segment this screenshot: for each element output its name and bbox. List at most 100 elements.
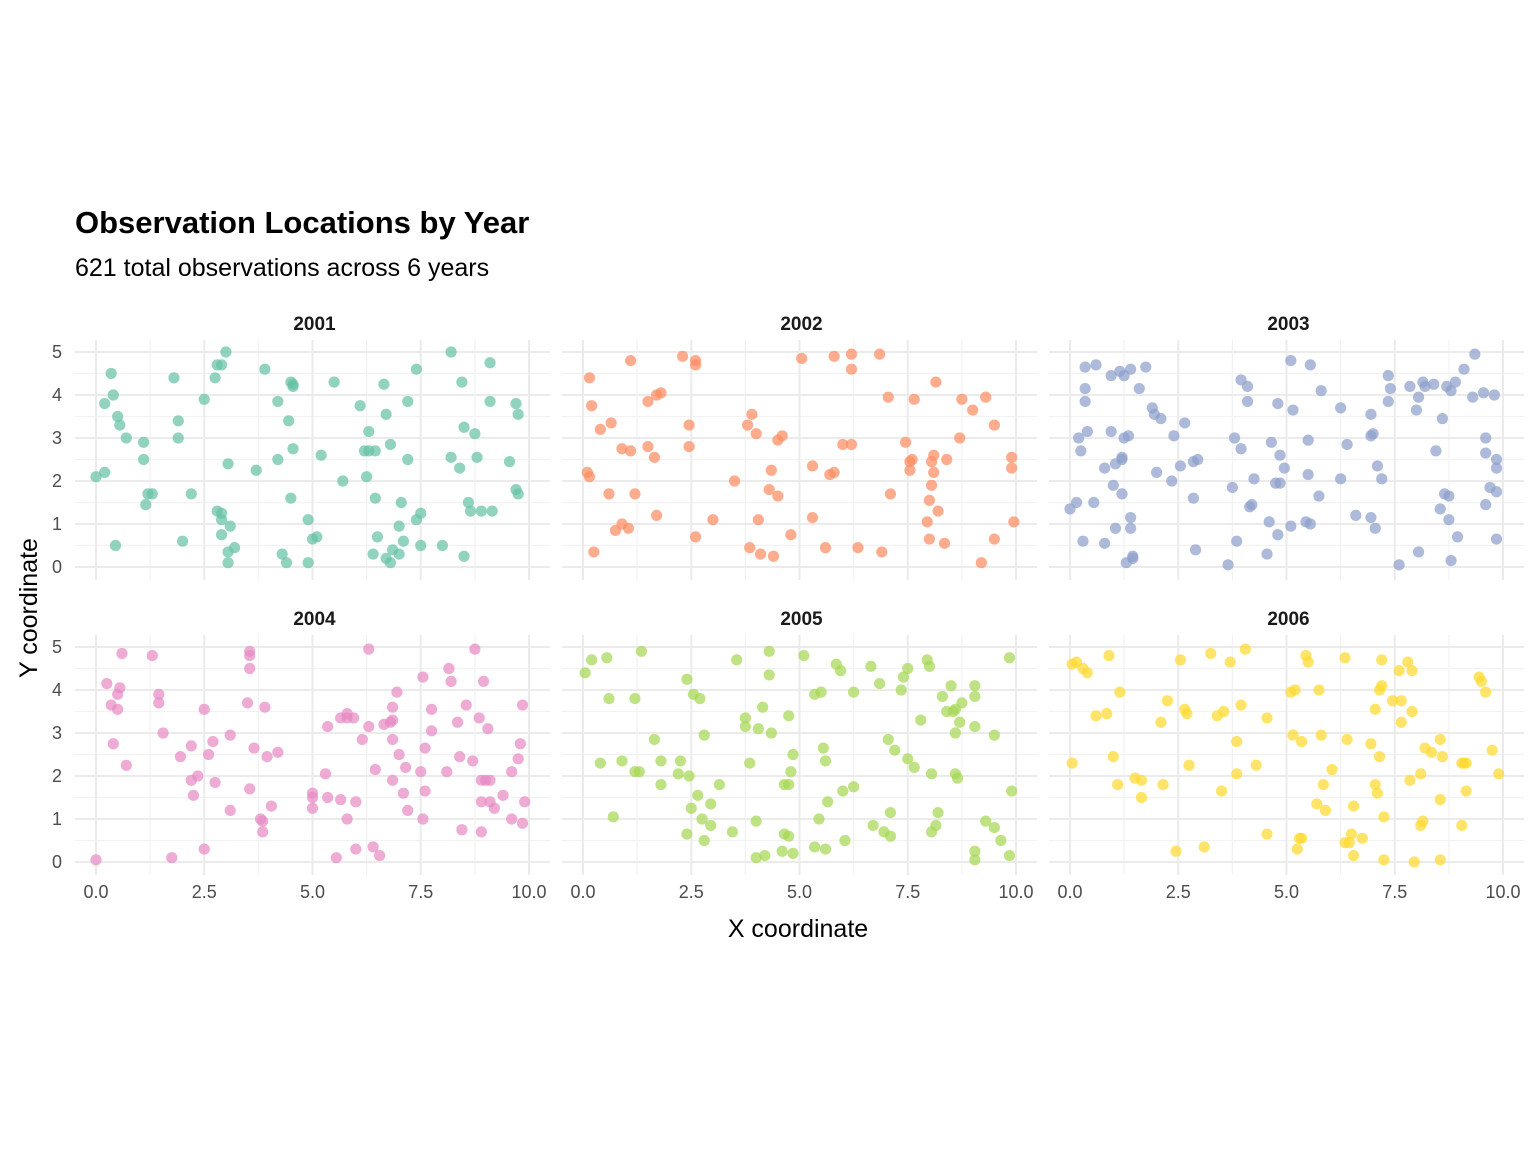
data-point (1376, 680, 1388, 692)
data-point (837, 785, 849, 797)
data-point (341, 813, 353, 825)
data-point (222, 458, 234, 470)
data-point (902, 753, 914, 765)
data-point (397, 535, 410, 547)
data-point (1222, 559, 1234, 571)
x-tick-label: 7.5 (1382, 882, 1407, 902)
data-point (936, 690, 948, 703)
data-point (1434, 854, 1446, 866)
data-point (185, 740, 197, 752)
data-point (1480, 686, 1492, 698)
data-point (839, 834, 851, 847)
data-point (925, 479, 938, 491)
data-point (415, 507, 427, 519)
data-point (785, 766, 797, 778)
data-point (1460, 785, 1472, 797)
data-point (1402, 656, 1414, 668)
x-tick-label: 10.0 (1485, 882, 1520, 902)
data-point (114, 682, 126, 694)
data-point (1166, 475, 1178, 487)
data-point (187, 789, 200, 801)
data-point (683, 441, 695, 453)
facet-label: 2002 (780, 314, 822, 335)
x-tick-label: 2.5 (679, 882, 704, 902)
data-point (809, 841, 821, 853)
data-point (512, 753, 524, 765)
data-point (458, 421, 470, 433)
data-point (514, 738, 526, 750)
data-point (1122, 430, 1135, 442)
data-point (1490, 486, 1503, 498)
y-tick-label: 1 (52, 514, 62, 534)
data-point (393, 548, 405, 560)
x-tick-label: 7.5 (408, 882, 433, 902)
data-point (436, 539, 448, 552)
data-point (750, 852, 762, 864)
data-point (798, 650, 810, 662)
data-point (835, 665, 847, 677)
y-tick-label: 3 (52, 723, 62, 743)
data-point (456, 376, 468, 388)
data-point (899, 436, 912, 448)
data-point (1278, 462, 1290, 474)
data-point (975, 557, 987, 569)
data-point (90, 854, 102, 866)
data-point (1317, 779, 1329, 791)
data-point (1348, 800, 1360, 812)
data-point (1326, 763, 1338, 776)
data-point (605, 417, 617, 429)
facet-panel-2003: 2003 (1049, 314, 1524, 580)
data-point (783, 710, 795, 722)
data-point (1187, 492, 1200, 504)
data-point (369, 763, 381, 776)
data-point (1475, 675, 1487, 688)
data-point (315, 449, 327, 461)
data-point (443, 662, 455, 675)
data-point (475, 505, 487, 517)
data-point (1161, 695, 1174, 707)
data-point (107, 389, 119, 401)
data-point (754, 548, 767, 560)
y-tick-label: 1 (52, 809, 62, 829)
data-point (689, 531, 702, 543)
data-point (138, 453, 150, 466)
data-point (387, 733, 399, 746)
data-point (806, 511, 819, 524)
data-point (1179, 417, 1191, 429)
data-point (980, 815, 992, 827)
data-point (969, 680, 981, 692)
data-point (445, 675, 457, 688)
data-point (285, 492, 297, 504)
data-point (848, 781, 860, 793)
data-point (367, 548, 379, 560)
data-point (1008, 516, 1020, 528)
data-point (1412, 546, 1425, 558)
data-point (655, 387, 667, 399)
data-point (601, 652, 613, 664)
data-point (1265, 436, 1277, 448)
x-tick-label: 2.5 (192, 882, 217, 902)
data-point (402, 395, 414, 408)
data-point (1285, 520, 1297, 532)
data-point (1006, 451, 1018, 463)
data-point (322, 720, 334, 733)
data-point (954, 432, 966, 444)
data-point (107, 738, 119, 750)
data-point (921, 516, 933, 528)
data-point (335, 794, 347, 806)
data-point (956, 697, 968, 709)
data-point (1073, 432, 1085, 444)
data-point (867, 819, 879, 832)
data-point (930, 819, 942, 832)
data-point (1079, 395, 1091, 408)
data-point (215, 529, 228, 541)
data-point (1099, 537, 1111, 549)
data-point (363, 643, 375, 655)
facet-panel-2004: 2004 0 1 2 3 4 5 0.0 2.5 5.0 7.5 10.0 (52, 609, 550, 902)
data-point (1287, 729, 1299, 741)
data-point (1302, 468, 1314, 481)
data-point (889, 744, 901, 756)
data-point (1335, 473, 1347, 485)
data-point (787, 748, 799, 761)
